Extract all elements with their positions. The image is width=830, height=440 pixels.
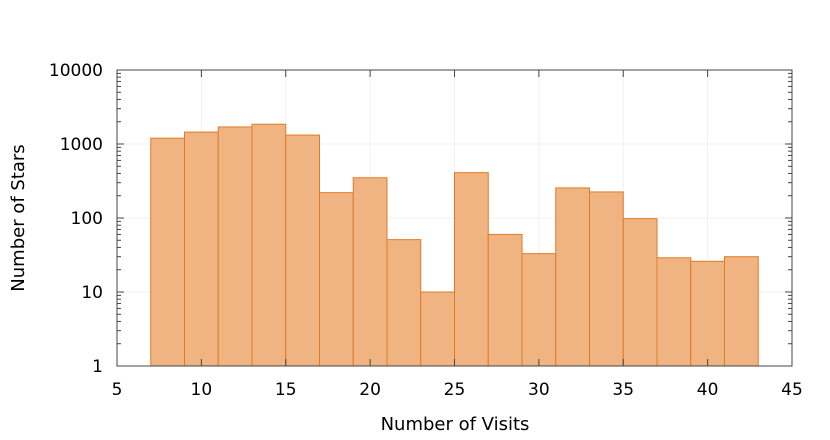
histogram-bar — [217, 126, 253, 367]
y-axis-label: Number of Stars — [8, 144, 29, 291]
y-tick-label: 10 — [81, 283, 103, 303]
axis-ticks — [116, 69, 793, 367]
y-tick-label: 10000 — [49, 61, 103, 81]
histogram-bar — [251, 123, 287, 367]
histogram-bar — [656, 257, 692, 367]
histogram-bar — [521, 253, 557, 367]
y-tick-label: 1 — [92, 357, 103, 377]
histogram-bar — [285, 134, 320, 367]
histogram-bar — [724, 256, 759, 367]
x-tick-label: 35 — [612, 380, 634, 400]
histogram-bar — [184, 131, 219, 367]
histogram-bar — [319, 192, 354, 367]
y-tick-label: 100 — [71, 209, 103, 229]
histogram-bar — [487, 233, 523, 367]
y-tick-labels: 1 10 100 1000 10000 — [49, 61, 103, 377]
histogram-bar — [352, 177, 388, 367]
y-tick-label: 1000 — [60, 135, 103, 155]
histogram-bars — [150, 123, 759, 367]
histogram-bar — [150, 137, 185, 367]
x-tick-label: 40 — [697, 380, 719, 400]
histogram-bar — [589, 191, 624, 367]
x-tick-labels: 5 10 15 20 25 30 35 40 45 — [112, 380, 803, 400]
histogram-bar — [420, 291, 455, 367]
x-tick-label: 45 — [781, 380, 803, 400]
x-tick-label: 25 — [444, 380, 466, 400]
histogram-bar — [622, 218, 658, 367]
x-axis-label: Number of Visits — [381, 414, 530, 435]
histogram-bar — [386, 239, 422, 367]
x-tick-label: 20 — [359, 380, 381, 400]
x-tick-label: 30 — [528, 380, 550, 400]
x-tick-label: 15 — [275, 380, 297, 400]
x-tick-label: 10 — [191, 380, 213, 400]
histogram-bar — [555, 187, 590, 367]
x-tick-label: 5 — [112, 380, 123, 400]
histogram-bar — [690, 260, 725, 367]
histogram-bar — [454, 172, 489, 367]
